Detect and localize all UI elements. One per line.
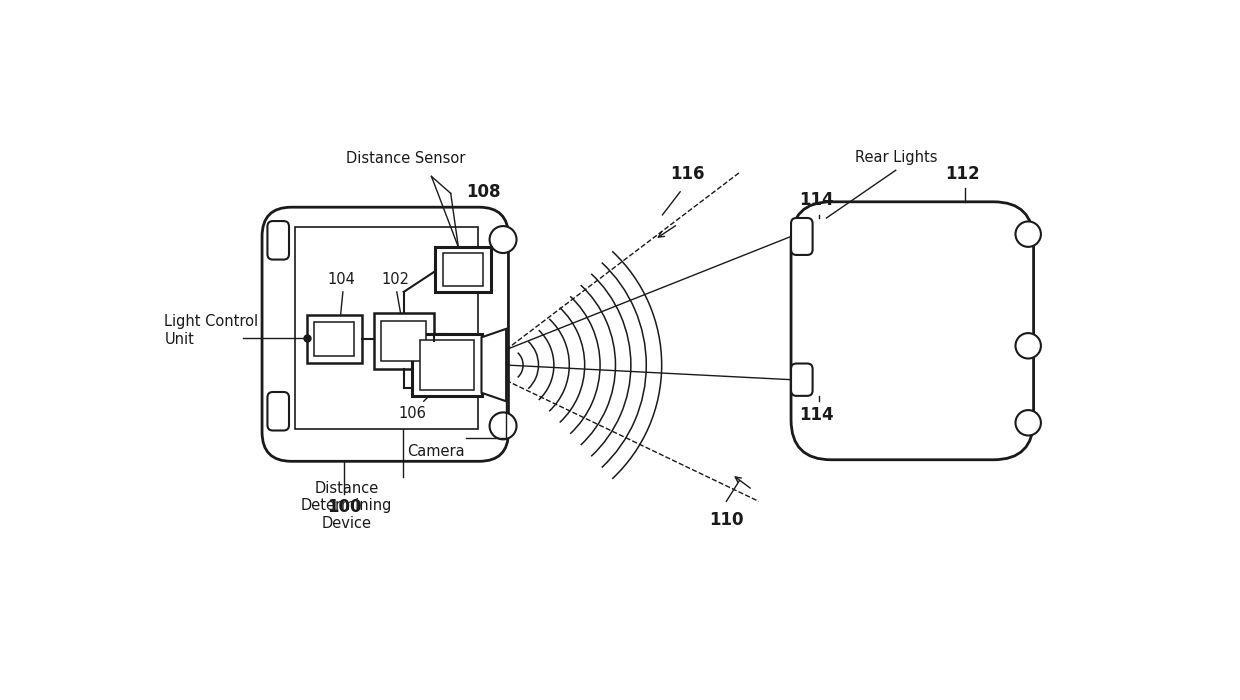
Text: 110: 110 bbox=[709, 511, 744, 529]
Text: Camera: Camera bbox=[407, 444, 465, 458]
FancyBboxPatch shape bbox=[268, 392, 289, 430]
FancyBboxPatch shape bbox=[791, 218, 812, 255]
Circle shape bbox=[1016, 221, 1040, 247]
Text: 108: 108 bbox=[466, 183, 501, 201]
Circle shape bbox=[490, 226, 517, 253]
FancyBboxPatch shape bbox=[791, 202, 1034, 460]
Text: Unit: Unit bbox=[164, 332, 195, 347]
Text: 114: 114 bbox=[799, 190, 833, 209]
Circle shape bbox=[1016, 333, 1040, 358]
Text: Light Control: Light Control bbox=[164, 314, 258, 329]
Circle shape bbox=[490, 412, 517, 440]
Bar bbox=[443, 253, 484, 286]
Bar bbox=[412, 335, 481, 396]
Text: 116: 116 bbox=[671, 164, 706, 183]
Bar bbox=[373, 314, 434, 369]
Text: Distance Sensor: Distance Sensor bbox=[346, 151, 466, 167]
Bar bbox=[315, 322, 355, 356]
FancyBboxPatch shape bbox=[262, 207, 508, 461]
Text: Device: Device bbox=[321, 516, 372, 531]
Bar bbox=[306, 315, 362, 363]
Polygon shape bbox=[481, 329, 506, 401]
FancyBboxPatch shape bbox=[791, 363, 812, 396]
Bar bbox=[420, 340, 474, 390]
Text: 100: 100 bbox=[327, 498, 362, 517]
Text: Rear Lights: Rear Lights bbox=[854, 150, 937, 165]
Text: 114: 114 bbox=[799, 406, 833, 424]
Bar bbox=[295, 228, 479, 429]
FancyBboxPatch shape bbox=[268, 221, 289, 260]
Circle shape bbox=[1016, 410, 1040, 435]
Text: Determining: Determining bbox=[301, 498, 392, 513]
Text: 112: 112 bbox=[945, 164, 980, 183]
Text: 102: 102 bbox=[381, 272, 409, 286]
Bar bbox=[435, 247, 491, 292]
Text: 104: 104 bbox=[327, 272, 356, 286]
Text: 106: 106 bbox=[398, 406, 427, 421]
Text: Distance: Distance bbox=[315, 480, 379, 496]
Bar bbox=[382, 321, 427, 361]
